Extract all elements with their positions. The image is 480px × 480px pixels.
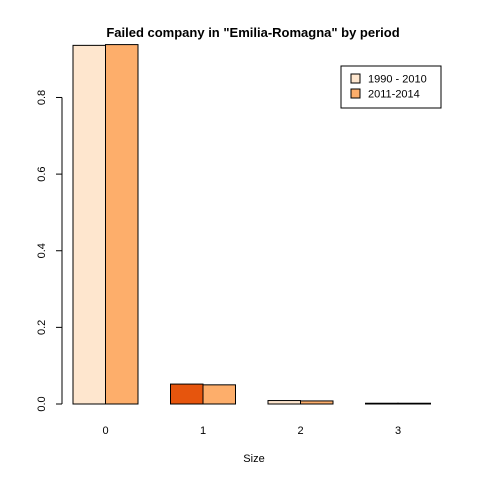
x-tick-label-3: 3 — [395, 425, 401, 437]
chart-title: Failed company in "Emilia-Romagna" by pe… — [106, 25, 399, 40]
legend-box — [340, 65, 442, 109]
bar-0-series-0 — [72, 44, 106, 405]
y-tick-label-0.4: 0.4 — [36, 243, 48, 258]
bar-2-series-0 — [267, 400, 301, 405]
x-tick-label-2: 2 — [297, 425, 303, 437]
y-tick-label-0.0: 0.0 — [36, 396, 48, 411]
x-tick-label-0: 0 — [102, 425, 108, 437]
y-tick-label-0.6: 0.6 — [36, 166, 48, 181]
y-tick-label-0.8: 0.8 — [36, 90, 48, 105]
x-axis-label: Size — [243, 453, 264, 465]
y-tick-label-0.2: 0.2 — [36, 320, 48, 335]
bars-group — [72, 44, 431, 405]
legend-label-1: 2011-2014 — [368, 89, 420, 101]
x-tick-label-1: 1 — [200, 425, 206, 437]
bar-1-series-1 — [202, 384, 236, 405]
bar-3-series-0 — [365, 402, 399, 405]
legend-label-0: 1990 - 2010 — [368, 74, 427, 86]
bar-3-series-1 — [397, 402, 431, 405]
y-axis: 0.0 0.2 0.4 0.6 0.8 — [36, 90, 63, 412]
legend: 1990 - 2010 2011-2014 — [340, 65, 442, 109]
legend-swatch-1 — [350, 88, 361, 99]
bar-1-series-0 — [170, 383, 204, 405]
bar-0-series-1 — [105, 44, 139, 405]
x-axis-tick-labels: 0 1 2 3 — [102, 425, 401, 437]
bar-2-series-1 — [300, 400, 334, 405]
legend-swatch-0 — [350, 73, 361, 84]
